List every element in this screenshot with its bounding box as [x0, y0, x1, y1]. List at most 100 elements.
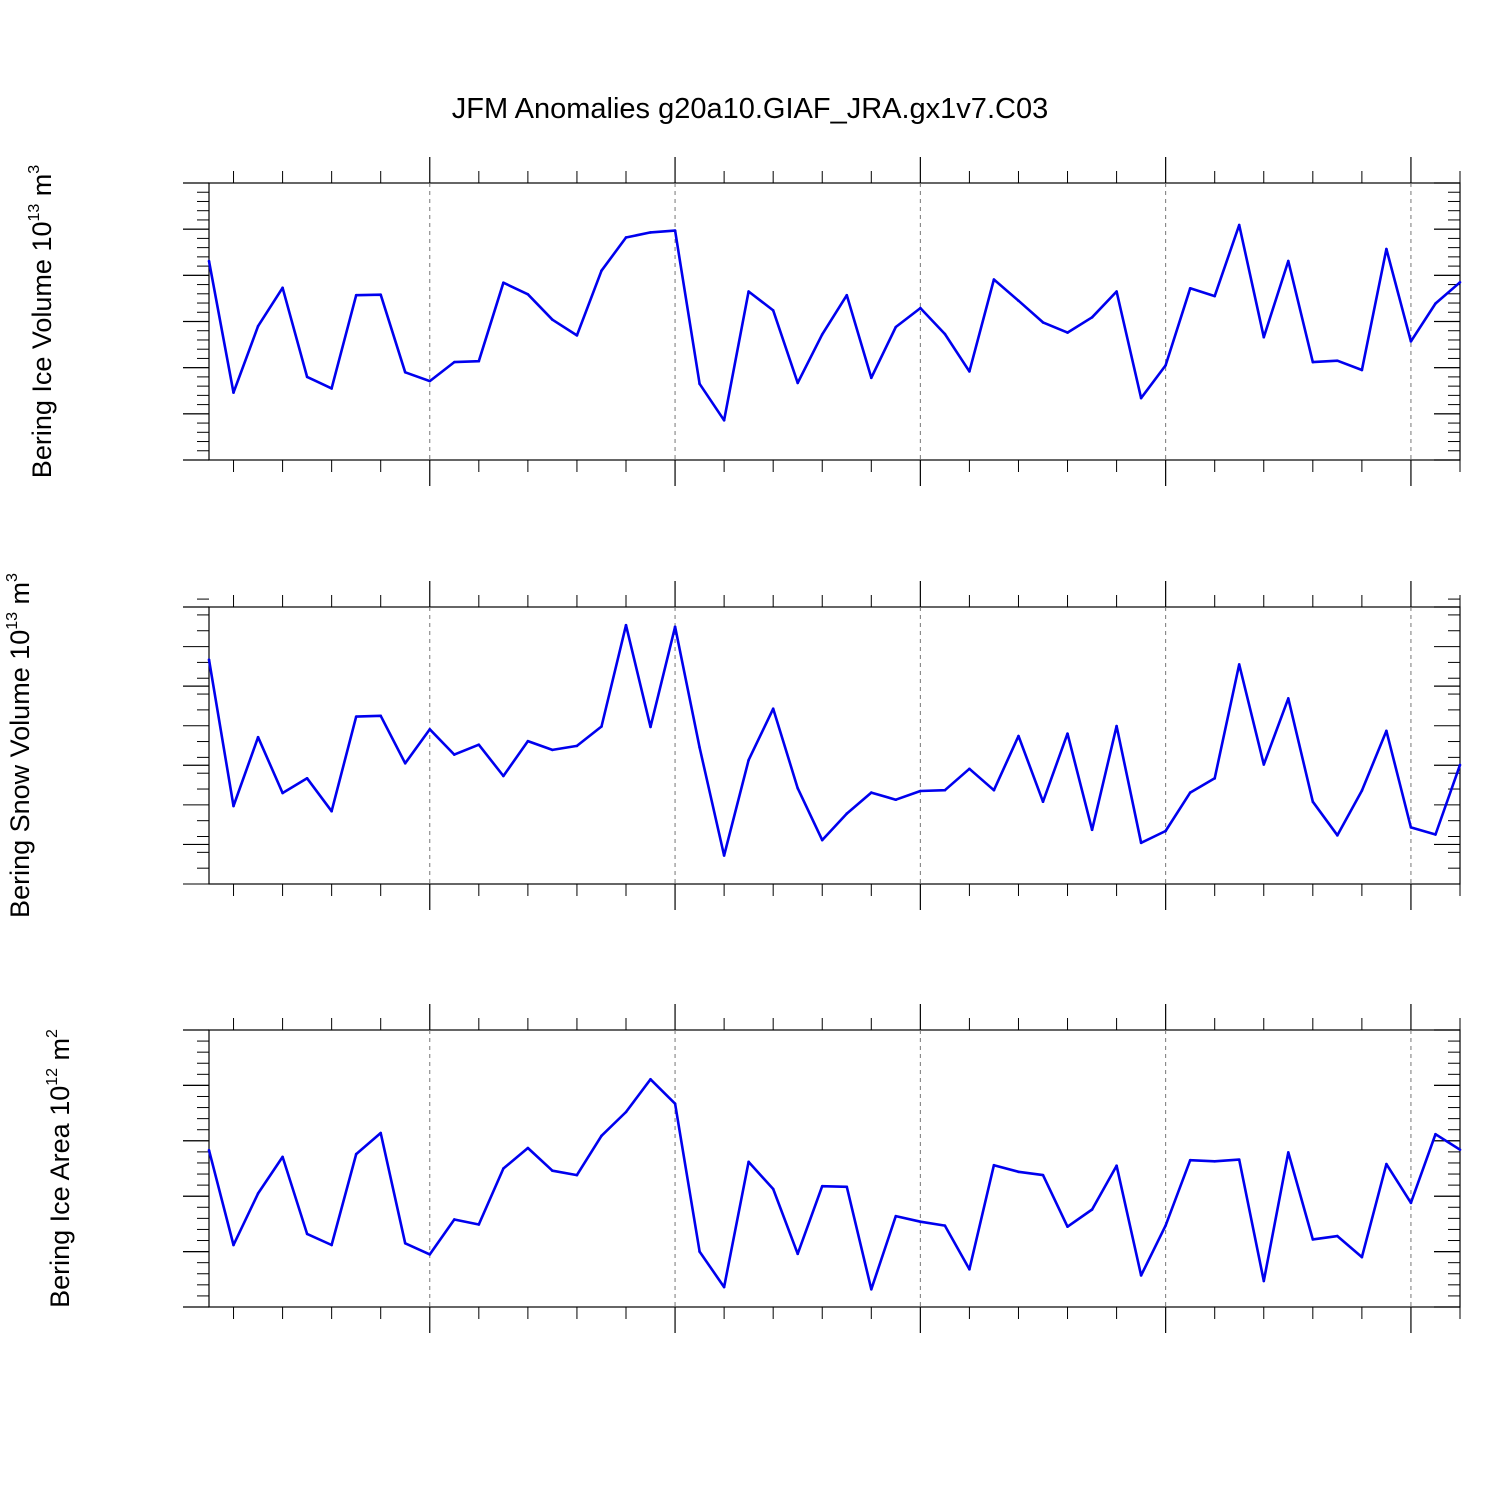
data-point: [1237, 1158, 1241, 1161]
y-axis-label: Bering Ice Area 1012 m2: [44, 1029, 75, 1308]
data-point: [1213, 1159, 1217, 1163]
data-point: [526, 739, 530, 743]
data-point: [428, 727, 432, 731]
data-point: [1360, 1255, 1364, 1259]
data-point: [330, 1243, 333, 1247]
data-point: [354, 1152, 358, 1156]
data-point: [649, 231, 652, 234]
data-point: [330, 387, 333, 390]
data-point: [1336, 359, 1339, 363]
y-axis-label-unit-exponent: 3: [4, 573, 21, 582]
data-point: [747, 290, 750, 293]
data-point: [1385, 729, 1388, 733]
data-point: [1237, 663, 1241, 666]
data-point: [1188, 791, 1192, 794]
data-point: [698, 746, 701, 749]
y-axis-label-unit: m: [27, 174, 57, 204]
data-point: [968, 767, 971, 771]
data-point: [256, 1192, 260, 1195]
data-point: [1041, 800, 1045, 803]
data-point: [992, 278, 996, 281]
data-point: [207, 259, 211, 263]
data-point: [943, 332, 947, 336]
data-point: [1237, 223, 1241, 227]
y-axis-label: Bering Ice Volume 1013 m3: [26, 165, 57, 478]
y-axis-label-exponent: 12: [44, 1068, 61, 1086]
data-point: [256, 735, 260, 739]
data-point: [502, 281, 505, 285]
data-point: [1017, 734, 1020, 738]
data-point: [845, 293, 849, 297]
data-point: [600, 1134, 603, 1138]
data-point: [281, 1155, 284, 1159]
data-point: [894, 325, 898, 329]
data-point: [1066, 732, 1069, 735]
data-point: [1311, 1238, 1315, 1241]
data-point: [722, 854, 726, 857]
data-point: [305, 1232, 309, 1236]
series-line: [207, 623, 1462, 857]
data-point: [968, 1268, 971, 1271]
data-point: [1286, 1151, 1290, 1154]
data-point: [477, 1223, 481, 1226]
series-line: [207, 223, 1461, 422]
y-axis-label-unit: m: [5, 582, 35, 612]
data-point: [551, 748, 554, 752]
data-point: [771, 707, 775, 710]
data-point: [477, 743, 481, 747]
plot-frame: [208, 1029, 1461, 1308]
data-point: [207, 1148, 211, 1152]
data-point: [1066, 1225, 1069, 1228]
data-point: [919, 306, 922, 310]
data-point: [1262, 335, 1266, 339]
data-point: [869, 376, 873, 380]
data-point: [1311, 360, 1315, 364]
data-point: [1188, 1158, 1192, 1162]
data-point: [992, 788, 996, 792]
data-point: [1262, 763, 1266, 766]
plot-frame: [208, 182, 1461, 461]
data-point: [379, 1131, 383, 1135]
data-point: [1188, 286, 1192, 290]
data-point: [1385, 1162, 1388, 1166]
data-point: [281, 286, 284, 290]
data-point: [673, 1102, 677, 1105]
data-point: [354, 715, 358, 718]
data-point: [1139, 841, 1143, 845]
data-point: [894, 1214, 898, 1218]
figure-title: JFM Anomalies g20a10.GIAF_JRA.gx1v7.C03: [452, 93, 1048, 125]
data-point: [771, 1187, 775, 1191]
data-point: [1286, 697, 1290, 700]
data-point: [575, 1173, 579, 1177]
data-point: [1017, 1170, 1020, 1174]
data-point: [452, 753, 456, 756]
data-point: [992, 1163, 996, 1167]
data-point: [698, 382, 701, 386]
data-point: [477, 359, 481, 363]
data-point: [943, 1224, 947, 1227]
data-point: [207, 658, 211, 661]
plot-frame: [208, 606, 1461, 885]
data-point: [624, 236, 628, 239]
data-point: [968, 370, 971, 373]
data-point: [600, 725, 603, 728]
data-point: [232, 804, 235, 808]
panel-3: Bering Ice Area 1012 m2: [44, 1004, 1462, 1333]
data-point: [1458, 1148, 1462, 1151]
data-point: [1115, 290, 1118, 293]
data-point: [845, 1185, 849, 1189]
data-point: [379, 293, 383, 297]
data-point: [354, 293, 358, 297]
data-point: [305, 375, 309, 379]
data-point: [1041, 1173, 1045, 1177]
series-line: [207, 1078, 1461, 1291]
data-point: [820, 838, 824, 842]
data-point: [232, 1243, 235, 1247]
data-point: [232, 391, 235, 394]
data-point: [403, 370, 407, 374]
data-point: [820, 333, 824, 336]
data-point: [624, 623, 628, 627]
data-point: [1434, 833, 1437, 836]
